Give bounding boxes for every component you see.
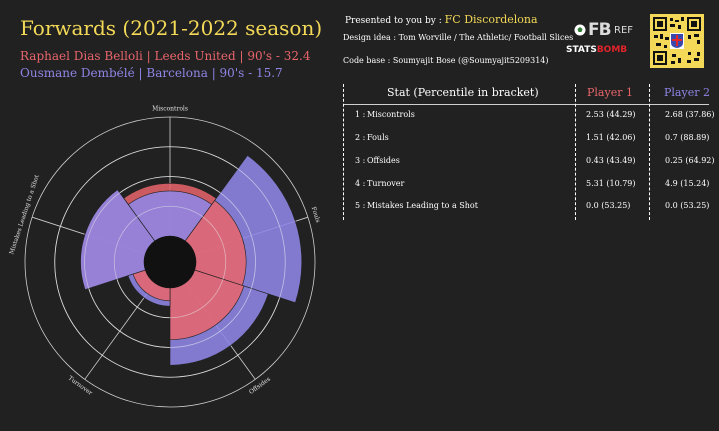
table-divider-mid xyxy=(575,84,576,220)
category-label: Turnover xyxy=(67,375,94,397)
statsbomb-stats: STATS xyxy=(566,45,597,55)
fbref-ball-icon xyxy=(574,24,586,36)
design-credit: Design idea : Tom Worville / The Athleti… xyxy=(343,33,574,42)
header-player1: Player 1 xyxy=(587,86,633,99)
grid-ring-overlay xyxy=(54,146,286,378)
fbref-fb: FB xyxy=(588,20,612,40)
header-rule xyxy=(343,104,709,105)
row-number: 4 : xyxy=(355,179,366,188)
row-stat: Fouls xyxy=(367,133,389,142)
statsbomb-logo: STATSBOMB xyxy=(566,45,627,55)
row-player2: 0.25 (64.92) xyxy=(665,156,715,165)
presented-prefix: Presented to you by : xyxy=(345,16,442,26)
table-divider-left xyxy=(343,84,344,220)
page-title: Forwards (2021-2022 season) xyxy=(20,16,323,40)
row-player1: 1.51 (42.06) xyxy=(586,133,636,142)
header-stat: Stat (Percentile in bracket) xyxy=(387,86,539,99)
row-number: 1 : xyxy=(355,110,366,119)
row-number: 3 : xyxy=(355,156,366,165)
row-player2: 4.9 (15.24) xyxy=(665,179,710,188)
header-player2: Player 2 xyxy=(664,86,710,99)
category-label: Offsides xyxy=(248,376,272,396)
row-player1: 2.53 (44.29) xyxy=(586,110,636,119)
row-stat: Offsides xyxy=(367,156,400,165)
presented-club: FC Discordelona xyxy=(444,13,538,26)
row-player2: 0.0 (53.25) xyxy=(665,201,710,210)
row-stat: Turnover xyxy=(367,179,405,188)
presented-by: Presented to you by : FC Discordelona xyxy=(345,13,538,26)
player2-legend: Ousmane Dembélé | Barcelona | 90's - 15.… xyxy=(20,66,283,80)
row-stat: Mistakes Leading to a Shot xyxy=(367,201,478,210)
row-number: 5 : xyxy=(355,201,366,210)
grid-ring-overlay xyxy=(113,205,227,319)
row-player1: 0.0 (53.25) xyxy=(586,201,631,210)
row-number: 2 : xyxy=(355,133,366,142)
row-player2: 0.7 (88.89) xyxy=(665,133,710,142)
stats-table: Stat (Percentile in bracket) Player 1 Pl… xyxy=(343,84,715,224)
row-player2: 2.68 (37.86) xyxy=(665,110,715,119)
category-label: Mistakes Leading to a Shot xyxy=(8,174,41,256)
qr-code-icon xyxy=(650,14,704,68)
row-player1: 0.43 (43.49) xyxy=(586,156,636,165)
row-stat: Miscontrols xyxy=(367,110,415,119)
category-label: Fouls xyxy=(310,206,322,224)
grid-ring-overlay xyxy=(84,176,256,348)
player1-legend: Raphael Dias Belloli | Leeds United | 90… xyxy=(20,49,311,63)
polar-chart: Miscontrols Fouls Offsides Turnover Mistakes… xyxy=(8,106,322,408)
row-player1: 5.31 (10.79) xyxy=(586,179,636,188)
fbref-ref: REF xyxy=(614,25,634,36)
table-divider-right xyxy=(649,84,650,220)
center-hole xyxy=(144,236,196,288)
fbref-logo: FB REF xyxy=(574,20,636,44)
codebase-credit: Code base : Soumyajit Bose (@Soumyajit52… xyxy=(343,56,549,65)
category-label: Miscontrols xyxy=(152,106,188,113)
statsbomb-bomb: BOMB xyxy=(596,45,628,55)
